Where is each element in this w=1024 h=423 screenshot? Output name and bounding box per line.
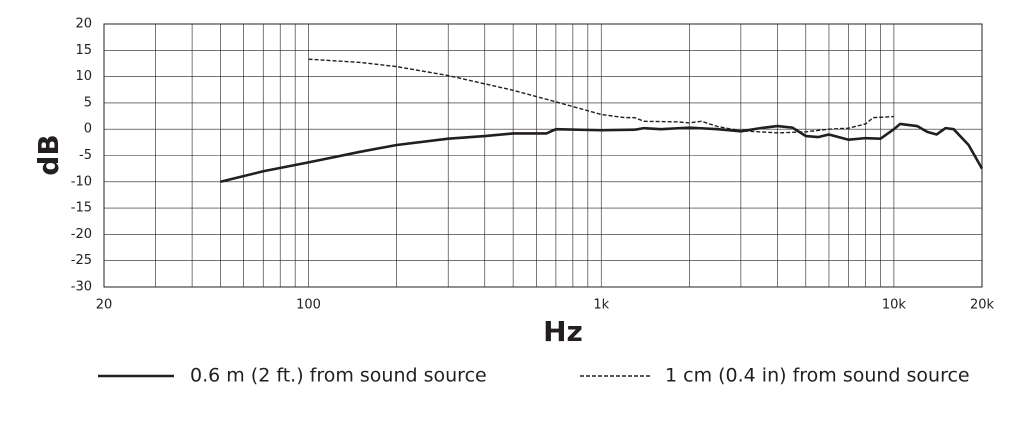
x-tick-label: 1k: [593, 298, 609, 313]
y-tick-label: -20: [71, 227, 92, 242]
y-tick-label: 20: [75, 17, 92, 32]
plot-frame: [103, 23, 983, 288]
y-tick-label: -5: [79, 148, 92, 163]
line-series: [220, 122, 984, 184]
legend-label: 1 cm (0.4 in) from sound source: [665, 365, 970, 387]
y-tick-label: 10: [75, 69, 92, 84]
y-axis-label: dB: [32, 134, 65, 175]
x-axis-label: Hz: [543, 315, 583, 348]
y-tick-label: 0: [84, 122, 92, 137]
y-tick-label: -10: [71, 174, 92, 189]
line-series: [308, 58, 894, 134]
x-tick-label: 20: [96, 298, 113, 313]
x-tick-label: 100: [296, 298, 321, 313]
y-tick-label: -25: [71, 253, 92, 268]
y-tick-label: 15: [75, 43, 92, 58]
y-tick-label: 5: [84, 95, 92, 110]
y-tick-label: -15: [71, 201, 92, 216]
x-tick-label: 20k: [970, 298, 995, 313]
y-tick-label: -30: [71, 280, 92, 295]
legend-label: 0.6 m (2 ft.) from sound source: [190, 365, 487, 387]
x-tick-label: 10k: [882, 298, 907, 313]
